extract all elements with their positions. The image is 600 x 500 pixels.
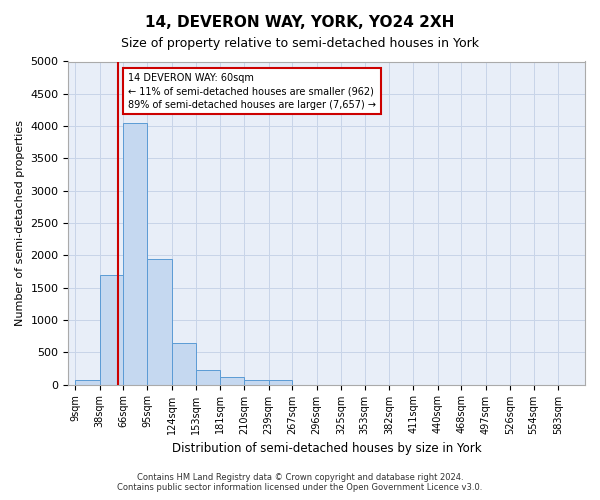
Bar (220, 378, 244, 384)
Bar (196, 370, 220, 384)
X-axis label: Distribution of semi-detached houses by size in York: Distribution of semi-detached houses by … (172, 442, 482, 455)
Bar (269, 380, 292, 384)
Bar (75, 380, 100, 384)
Bar (100, 274, 123, 384)
Bar (123, 123, 148, 384)
Text: 14 DEVERON WAY: 60sqm
← 11% of semi-detached houses are smaller (962)
89% of sem: 14 DEVERON WAY: 60sqm ← 11% of semi-deta… (128, 73, 376, 110)
Bar (148, 258, 172, 384)
Y-axis label: Number of semi-detached properties: Number of semi-detached properties (15, 120, 25, 326)
Text: 14, DEVERON WAY, YORK, YO24 2XH: 14, DEVERON WAY, YORK, YO24 2XH (145, 15, 455, 30)
Bar (172, 342, 196, 384)
Text: Contains HM Land Registry data © Crown copyright and database right 2024.
Contai: Contains HM Land Registry data © Crown c… (118, 473, 482, 492)
Text: Size of property relative to semi-detached houses in York: Size of property relative to semi-detach… (121, 38, 479, 51)
Bar (244, 380, 269, 384)
